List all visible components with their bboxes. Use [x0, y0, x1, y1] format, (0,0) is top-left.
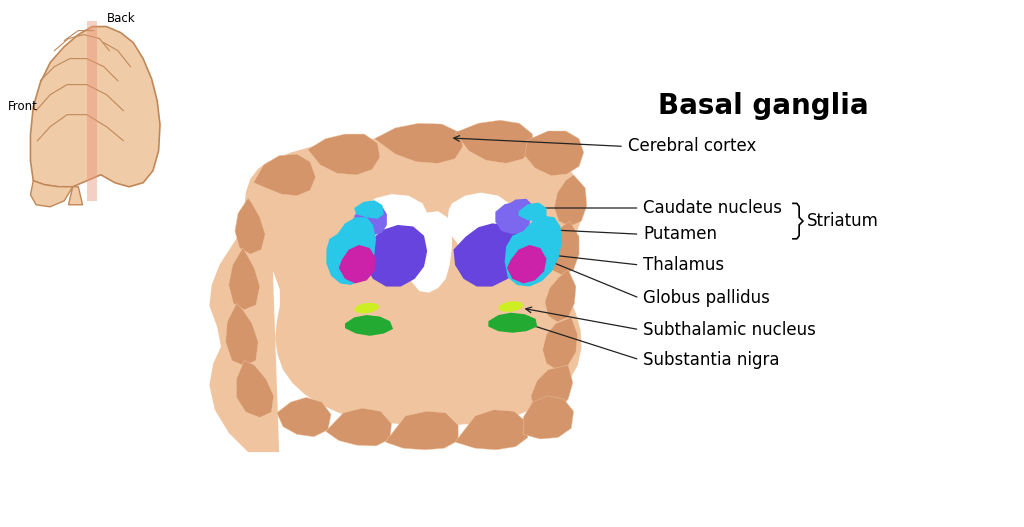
Polygon shape: [308, 134, 380, 175]
Polygon shape: [365, 225, 427, 287]
Polygon shape: [228, 248, 260, 310]
Polygon shape: [327, 217, 376, 285]
Ellipse shape: [499, 301, 523, 312]
Polygon shape: [496, 202, 531, 234]
Polygon shape: [385, 411, 458, 450]
Polygon shape: [339, 245, 376, 284]
Polygon shape: [359, 239, 397, 280]
Polygon shape: [523, 396, 573, 439]
Polygon shape: [234, 198, 265, 254]
Polygon shape: [69, 187, 83, 205]
Polygon shape: [345, 315, 393, 336]
Text: Cerebral cortex: Cerebral cortex: [628, 138, 757, 155]
Polygon shape: [543, 317, 578, 370]
Polygon shape: [362, 194, 429, 252]
Polygon shape: [276, 397, 331, 437]
Polygon shape: [31, 26, 160, 187]
Text: Caudate nucleus: Caudate nucleus: [643, 199, 782, 217]
Text: Thalamus: Thalamus: [643, 256, 725, 274]
Text: Front: Front: [8, 100, 38, 113]
Polygon shape: [524, 131, 584, 175]
Text: Basal ganglia: Basal ganglia: [658, 93, 868, 121]
Text: Substantia nigra: Substantia nigra: [643, 350, 780, 369]
Polygon shape: [326, 408, 391, 446]
Polygon shape: [354, 204, 387, 236]
Polygon shape: [506, 199, 532, 219]
Polygon shape: [406, 211, 452, 292]
Polygon shape: [505, 216, 562, 287]
Text: Subthalamic nucleus: Subthalamic nucleus: [643, 320, 816, 339]
Text: Globus pallidus: Globus pallidus: [643, 289, 770, 307]
Polygon shape: [237, 360, 273, 417]
Polygon shape: [31, 181, 73, 207]
Text: Back: Back: [106, 12, 135, 25]
Polygon shape: [87, 21, 96, 201]
Polygon shape: [455, 409, 528, 450]
Ellipse shape: [354, 303, 379, 314]
Polygon shape: [545, 270, 575, 322]
Polygon shape: [554, 175, 587, 227]
Polygon shape: [209, 136, 583, 452]
Polygon shape: [518, 202, 547, 222]
Polygon shape: [346, 217, 362, 243]
Polygon shape: [454, 223, 521, 287]
Polygon shape: [455, 120, 532, 163]
Text: Striatum: Striatum: [807, 212, 879, 230]
Polygon shape: [254, 154, 315, 196]
Polygon shape: [531, 365, 572, 416]
Polygon shape: [354, 200, 384, 219]
Polygon shape: [488, 313, 538, 333]
Polygon shape: [507, 245, 547, 284]
Text: Putamen: Putamen: [643, 225, 718, 243]
Polygon shape: [225, 304, 258, 366]
Polygon shape: [375, 123, 463, 163]
Polygon shape: [447, 192, 517, 254]
Polygon shape: [547, 221, 579, 275]
